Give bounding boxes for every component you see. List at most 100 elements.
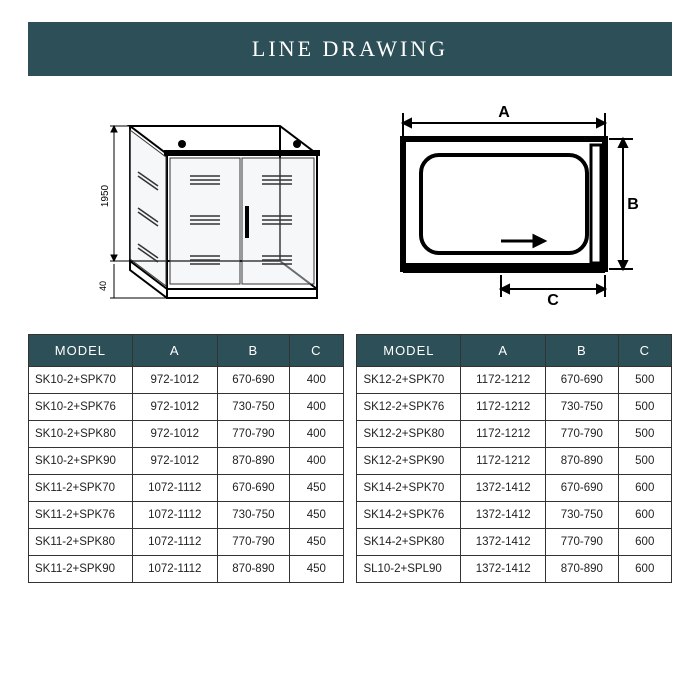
table-cell: 500 [618, 367, 671, 394]
table-cell: SK11-2+SPK80 [29, 529, 133, 556]
table-cell: SL10-2+SPL90 [357, 556, 461, 583]
spec-table-right: MODEL A B C SK12-2+SPK701172-1212670-690… [356, 334, 672, 583]
table-cell: 1372-1412 [461, 556, 546, 583]
table-cell: 1072-1112 [132, 475, 217, 502]
table-row: SK14-2+SPK701372-1412670-690600 [357, 475, 672, 502]
table-cell: 400 [290, 394, 343, 421]
table-cell: 870-890 [217, 448, 289, 475]
title-bar: LINE DRAWING [28, 22, 672, 76]
plan-label-c: C [547, 292, 559, 309]
table-cell: 500 [618, 421, 671, 448]
table-cell: 870-890 [546, 448, 618, 475]
table-row: SK12-2+SPK901172-1212870-890500 [357, 448, 672, 475]
table-cell: 870-890 [217, 556, 289, 583]
table-row: SK11-2+SPK901072-1112870-890450 [29, 556, 344, 583]
th-model: MODEL [29, 335, 133, 367]
tables-row: MODEL A B C SK10-2+SPK70972-1012670-6904… [28, 334, 672, 583]
plan-label-b: B [627, 196, 639, 213]
table-cell: 972-1012 [132, 367, 217, 394]
table-cell: 1172-1212 [461, 421, 546, 448]
table-cell: SK10-2+SPK70 [29, 367, 133, 394]
table-cell: 450 [290, 529, 343, 556]
table-row: SK12-2+SPK801172-1212770-790500 [357, 421, 672, 448]
dim-base-label: 40 [98, 281, 108, 291]
th-model: MODEL [357, 335, 461, 367]
table-cell: SK11-2+SPK90 [29, 556, 133, 583]
table-cell: 500 [618, 448, 671, 475]
table-cell: 770-790 [217, 529, 289, 556]
table-cell: 730-750 [217, 394, 289, 421]
table-cell: 1072-1112 [132, 529, 217, 556]
table-cell: SK12-2+SPK90 [357, 448, 461, 475]
table-row: SL10-2+SPL901372-1412870-890600 [357, 556, 672, 583]
table-cell: 730-750 [217, 502, 289, 529]
table-cell: 670-690 [217, 475, 289, 502]
table-cell: SK14-2+SPK76 [357, 502, 461, 529]
table-row: SK11-2+SPK701072-1112670-690450 [29, 475, 344, 502]
table-cell: 1372-1412 [461, 475, 546, 502]
table-cell: SK14-2+SPK80 [357, 529, 461, 556]
table-cell: 1172-1212 [461, 394, 546, 421]
diagrams-row: 1950 40 A [28, 96, 672, 316]
th-a: A [132, 335, 217, 367]
table-cell: SK12-2+SPK76 [357, 394, 461, 421]
table-cell: 730-750 [546, 394, 618, 421]
table-cell: SK10-2+SPK90 [29, 448, 133, 475]
th-c: C [290, 335, 343, 367]
table-cell: SK11-2+SPK70 [29, 475, 133, 502]
table-cell: SK10-2+SPK76 [29, 394, 133, 421]
table-cell: 400 [290, 448, 343, 475]
table-cell: 770-790 [546, 529, 618, 556]
table-cell: 400 [290, 421, 343, 448]
table-cell: 972-1012 [132, 421, 217, 448]
plan-label-a: A [498, 104, 510, 121]
table-row: SK10-2+SPK80972-1012770-790400 [29, 421, 344, 448]
table-row: SK10-2+SPK76972-1012730-750400 [29, 394, 344, 421]
table-cell: 450 [290, 475, 343, 502]
th-b: B [217, 335, 289, 367]
table-cell: 500 [618, 394, 671, 421]
table-row: SK12-2+SPK701172-1212670-690500 [357, 367, 672, 394]
table-cell: 450 [290, 502, 343, 529]
table-row: SK14-2+SPK801372-1412770-790600 [357, 529, 672, 556]
table-cell: 1072-1112 [132, 556, 217, 583]
table-row: SK14-2+SPK761372-1412730-750600 [357, 502, 672, 529]
table-cell: SK14-2+SPK70 [357, 475, 461, 502]
spec-table-left: MODEL A B C SK10-2+SPK70972-1012670-6904… [28, 334, 344, 583]
table-cell: 1172-1212 [461, 448, 546, 475]
table-cell: 770-790 [217, 421, 289, 448]
table-cell: 600 [618, 475, 671, 502]
table-cell: 730-750 [546, 502, 618, 529]
th-c: C [618, 335, 671, 367]
table-cell: 972-1012 [132, 448, 217, 475]
table-cell: 770-790 [546, 421, 618, 448]
table-cell: 670-690 [217, 367, 289, 394]
table-row: SK12-2+SPK761172-1212730-750500 [357, 394, 672, 421]
table-row: SK11-2+SPK801072-1112770-790450 [29, 529, 344, 556]
table-cell: 1072-1112 [132, 502, 217, 529]
table-cell: 670-690 [546, 367, 618, 394]
table-cell: SK11-2+SPK76 [29, 502, 133, 529]
table-cell: SK12-2+SPK80 [357, 421, 461, 448]
diagram-3d-shower: 1950 40 [62, 96, 332, 316]
table-cell: SK10-2+SPK80 [29, 421, 133, 448]
table-cell: 1372-1412 [461, 502, 546, 529]
table-cell: 600 [618, 502, 671, 529]
table-cell: 1372-1412 [461, 529, 546, 556]
table-cell: 670-690 [546, 475, 618, 502]
table-cell: 600 [618, 556, 671, 583]
table-row: SK10-2+SPK70972-1012670-690400 [29, 367, 344, 394]
diagram-plan-view: A B C [379, 101, 639, 311]
th-b: B [546, 335, 618, 367]
table-row: SK10-2+SPK90972-1012870-890400 [29, 448, 344, 475]
table-cell: 600 [618, 529, 671, 556]
dim-height-label: 1950 [100, 184, 111, 207]
table-cell: 400 [290, 367, 343, 394]
table-cell: 972-1012 [132, 394, 217, 421]
th-a: A [461, 335, 546, 367]
table-cell: 450 [290, 556, 343, 583]
table-row: SK11-2+SPK761072-1112730-750450 [29, 502, 344, 529]
table-cell: 870-890 [546, 556, 618, 583]
table-cell: 1172-1212 [461, 367, 546, 394]
table-cell: SK12-2+SPK70 [357, 367, 461, 394]
